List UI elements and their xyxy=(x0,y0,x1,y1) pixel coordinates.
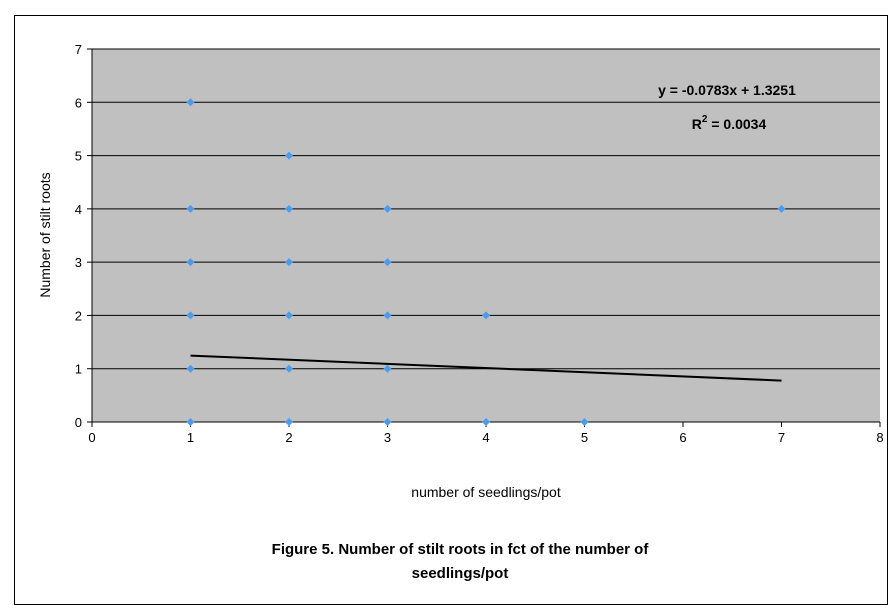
x-tick-label-8: 8 xyxy=(876,430,883,445)
x-tick-label-0: 0 xyxy=(88,430,95,445)
caption-line-2: seedlings/pot xyxy=(411,565,509,582)
data-point-8 xyxy=(285,258,293,267)
y-axis-title: Number of stilt roots xyxy=(37,172,53,297)
data-point-10 xyxy=(285,364,293,373)
y-tick-label-5: 5 xyxy=(75,149,82,164)
caption-line-1: Figure 5. Number of stilt roots in fct o… xyxy=(271,541,649,558)
y-tick-label-4: 4 xyxy=(75,202,82,217)
x-tick-label-6: 6 xyxy=(679,430,686,445)
y-tick-label-3: 3 xyxy=(75,255,82,270)
y-tick-label-0: 0 xyxy=(75,415,82,430)
x-tick-label-3: 3 xyxy=(384,430,391,445)
data-point-4 xyxy=(186,364,195,373)
data-point-1 xyxy=(186,204,195,213)
x-tick-label-1: 1 xyxy=(187,430,194,445)
x-axis-title: number of seedlings/pot xyxy=(411,484,561,500)
trendline-group xyxy=(190,354,782,382)
x-tick-label-2: 2 xyxy=(285,430,292,445)
data-point-11 xyxy=(285,418,293,426)
figure-caption: Figure 5. Number of stilt roots in fct o… xyxy=(140,538,780,586)
data-point-14 xyxy=(383,311,392,320)
data-point-7 xyxy=(285,204,293,213)
y-tick-label-7: 7 xyxy=(75,42,82,57)
data-point-0 xyxy=(186,98,195,107)
grid-lines xyxy=(92,48,880,370)
r-squared-superscript: 2 xyxy=(702,114,708,125)
data-point-15 xyxy=(383,364,392,373)
data-point-18 xyxy=(482,418,490,426)
x-tick-labels: 0 1 2 3 4 5 6 7 8 xyxy=(88,422,884,445)
data-point-5 xyxy=(186,418,195,426)
r-squared-prefix: R xyxy=(692,116,702,132)
data-point-17 xyxy=(482,311,490,320)
y-tick-labels: 0 1 2 3 4 5 6 7 xyxy=(75,42,92,430)
data-point-20 xyxy=(777,204,786,213)
r-squared-value: = 0.0034 xyxy=(707,116,766,132)
data-point-3 xyxy=(186,311,195,320)
data-point-16 xyxy=(383,418,392,426)
y-tick-label-1: 1 xyxy=(75,362,82,377)
x-tick-label-5: 5 xyxy=(581,430,588,445)
x-tick-label-7: 7 xyxy=(778,430,785,445)
y-tick-label-2: 2 xyxy=(75,308,82,323)
data-points xyxy=(186,98,786,426)
data-point-19 xyxy=(580,418,589,426)
data-point-2 xyxy=(186,258,195,267)
y-tick-label-6: 6 xyxy=(75,95,82,110)
trendline xyxy=(190,354,782,382)
plot-area xyxy=(92,49,880,422)
r-squared-label: R2 = 0.0034 xyxy=(692,114,767,132)
trendline-equation: y = -0.0783x + 1.3251 xyxy=(658,82,796,98)
data-point-9 xyxy=(285,311,293,320)
data-point-12 xyxy=(383,204,392,213)
data-point-6 xyxy=(285,151,293,160)
data-point-13 xyxy=(383,258,392,267)
x-tick-label-4: 4 xyxy=(482,430,489,445)
plot-background xyxy=(92,49,880,422)
